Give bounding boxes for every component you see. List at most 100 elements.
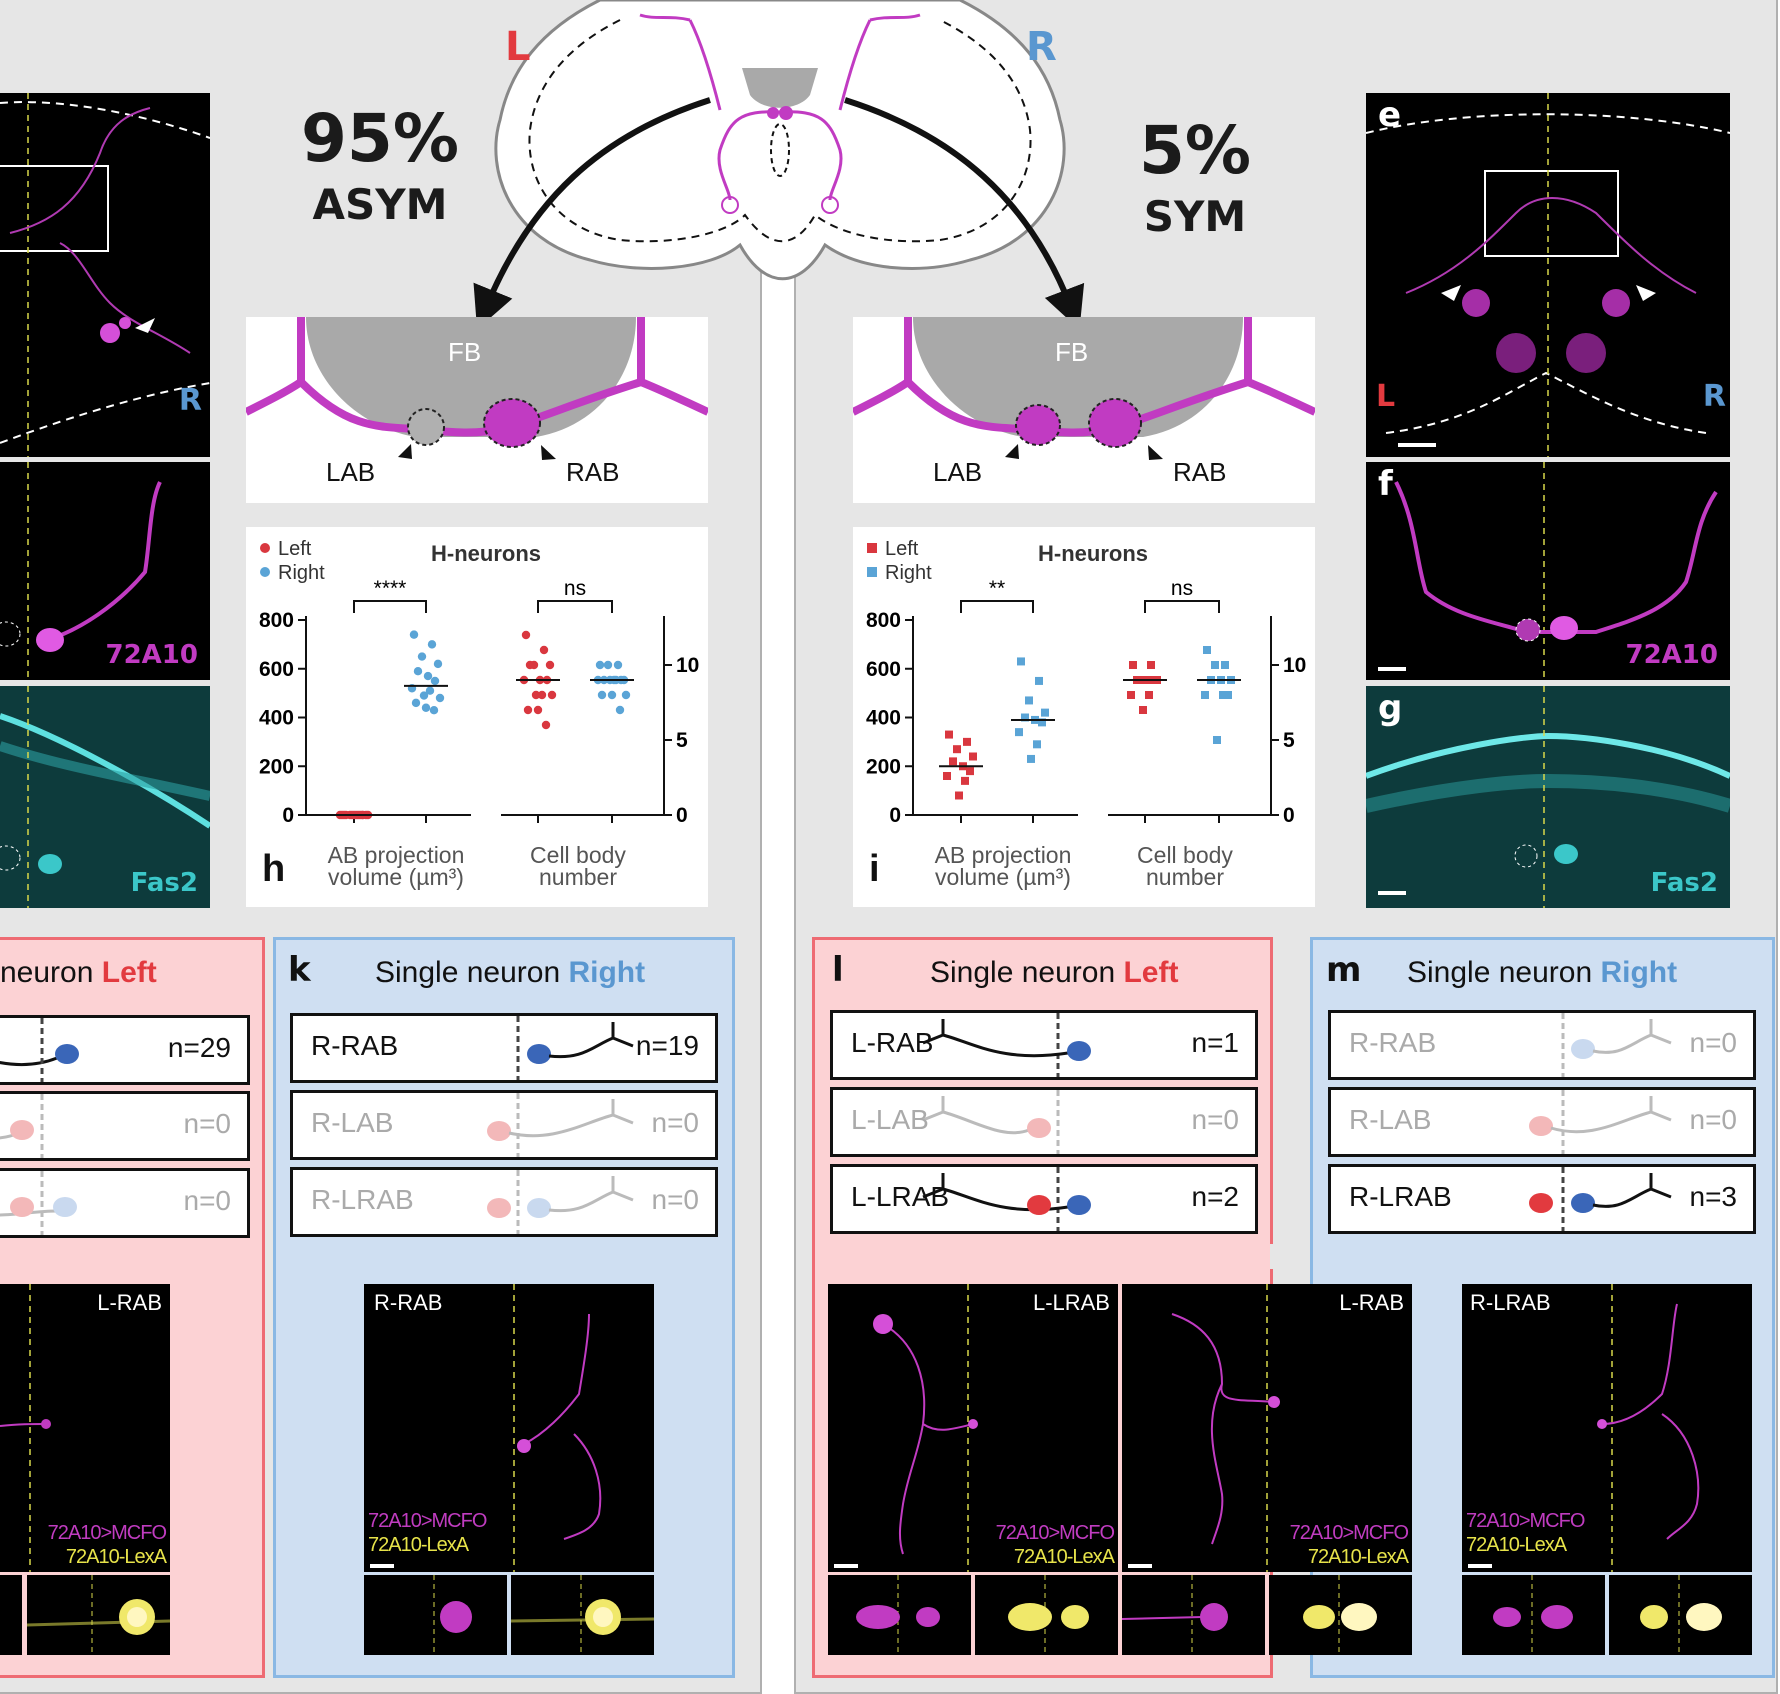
y-tick-label: 0 — [282, 804, 294, 827]
neuron-row-l-rab: L-RAB n=1 — [830, 1010, 1258, 1080]
significance-bracket — [537, 600, 613, 613]
data-point — [425, 686, 435, 695]
panel-letter-e: e — [1378, 95, 1402, 135]
y-tick-label: 10 — [676, 654, 699, 677]
zoom-l1-merged — [975, 1575, 1118, 1655]
micrograph-m: R-LRAB 72A10>MCFO 72A10-LexA — [1462, 1284, 1752, 1572]
legend-marker — [867, 567, 877, 577]
data-point — [1147, 661, 1155, 669]
data-point — [1145, 691, 1153, 699]
image-label: R-RAB — [374, 1290, 443, 1315]
y-tick-label: 5 — [676, 729, 688, 752]
h-neuron-right — [779, 13, 921, 201]
mcfo-label: 72A10>MCFO — [368, 1510, 487, 1532]
neuron-row: n=0 — [0, 1091, 250, 1161]
fb-label: FB — [1055, 337, 1089, 367]
micrograph-e: e L R — [1366, 93, 1730, 457]
l-marker: L — [1376, 379, 1396, 414]
legend-label: Left — [278, 538, 312, 560]
zoom-m-merged — [1609, 1575, 1752, 1655]
neuron-row-r-lab: R-LAB n=0 — [1328, 1087, 1756, 1157]
y-tick-label: 400 — [259, 707, 294, 730]
data-point — [427, 640, 437, 649]
brain-inner-outline — [528, 19, 1032, 243]
single-neuron-m-title: Single neuron Right — [1407, 956, 1678, 989]
data-point — [1017, 657, 1025, 666]
data-point — [969, 752, 977, 761]
data-point — [1033, 740, 1041, 749]
lexa-label: 72A10-LexA — [65, 1546, 167, 1568]
x-axis-label: volume (µm³) — [935, 864, 1071, 890]
y-tick-label: 5 — [1283, 729, 1295, 752]
data-point — [547, 690, 557, 700]
legend-label: Left — [885, 538, 919, 560]
zoom-m-magenta — [1462, 1575, 1605, 1655]
data-point — [541, 720, 551, 730]
lab-label: LAB — [933, 457, 983, 487]
panel-letter: i — [869, 848, 880, 890]
data-point — [1139, 706, 1147, 714]
data-point — [435, 693, 445, 703]
panel-letter-m: m — [1326, 950, 1362, 990]
data-point — [423, 671, 433, 681]
neuron-row-l-lrab: L-LRAB n=2 — [830, 1164, 1258, 1234]
data-point — [1211, 661, 1219, 669]
data-point — [613, 660, 623, 670]
legend-marker — [260, 567, 270, 577]
data-point — [1221, 661, 1229, 669]
micrograph-f: f 72A10 — [1366, 462, 1730, 680]
zoom-j-merged — [27, 1575, 170, 1655]
data-point — [1035, 676, 1043, 685]
mcfo-label: 72A10>MCFO — [1466, 1510, 1585, 1532]
data-point — [943, 772, 951, 780]
chart-title: H-neurons — [431, 541, 541, 566]
data-point — [607, 690, 617, 700]
y-tick-label: 0 — [676, 804, 688, 827]
neuron-row-r-lab: R-LAB n=0 — [290, 1090, 718, 1160]
channel-fas2-label: Fas2 — [130, 868, 198, 898]
micrograph-k: R-RAB 72A10>MCFO 72A10-LexA — [364, 1284, 654, 1572]
side-word: Right — [1600, 956, 1678, 989]
zoom-l2-magenta — [1122, 1575, 1265, 1655]
legend-marker — [867, 543, 877, 553]
neuron-row-r-rab: R-RAB n=19 — [290, 1013, 718, 1083]
neuron-row: n=0 — [0, 1168, 250, 1238]
micrograph-g: g Fas2 — [1366, 686, 1730, 908]
panel-letter-l: l — [832, 950, 844, 990]
chart-title: H-neurons — [1038, 541, 1148, 566]
chart-i-box: Left Right H-neurons 0 200 400 600 800 0 5 10 ** ns A… — [853, 527, 1315, 907]
y-tick-label: 600 — [866, 658, 901, 681]
panel-letter: h — [262, 848, 285, 890]
neuron-row-r-lrab: R-LRAB n=3 — [1328, 1164, 1756, 1234]
sym-label: SYM — [1143, 192, 1247, 241]
asym-percent: 95% — [301, 100, 459, 177]
significance-bracket — [960, 600, 1034, 613]
zoom-j-magenta — [0, 1575, 22, 1655]
lexa-label: 72A10-LexA — [368, 1534, 469, 1556]
data-point — [1213, 736, 1221, 744]
data-point — [949, 757, 957, 766]
panel-corner-mask — [1270, 1244, 1310, 1269]
side-letter-right: R — [1026, 24, 1057, 70]
asym-label: ASYM — [312, 180, 448, 229]
zoom-l1-magenta — [828, 1575, 971, 1655]
data-point — [615, 705, 625, 715]
data-point — [621, 690, 631, 700]
r-marker: R — [1702, 379, 1726, 414]
image-label: L-RAB — [97, 1290, 162, 1315]
fb-schematic-asym: FB LAB RAB — [244, 317, 710, 503]
x-axis-label: number — [1146, 864, 1224, 890]
significance-label: ns — [1171, 577, 1193, 600]
lexa-label: 72A10-LexA — [1307, 1546, 1409, 1568]
data-point — [1041, 708, 1049, 717]
data-point — [1201, 691, 1209, 699]
data-point — [963, 737, 971, 746]
data-point — [429, 705, 439, 715]
data-point — [537, 690, 547, 700]
data-point — [1021, 713, 1029, 722]
y-tick-label: 10 — [1283, 654, 1306, 677]
data-point — [539, 645, 549, 655]
panel-letter-k: k — [288, 950, 311, 990]
